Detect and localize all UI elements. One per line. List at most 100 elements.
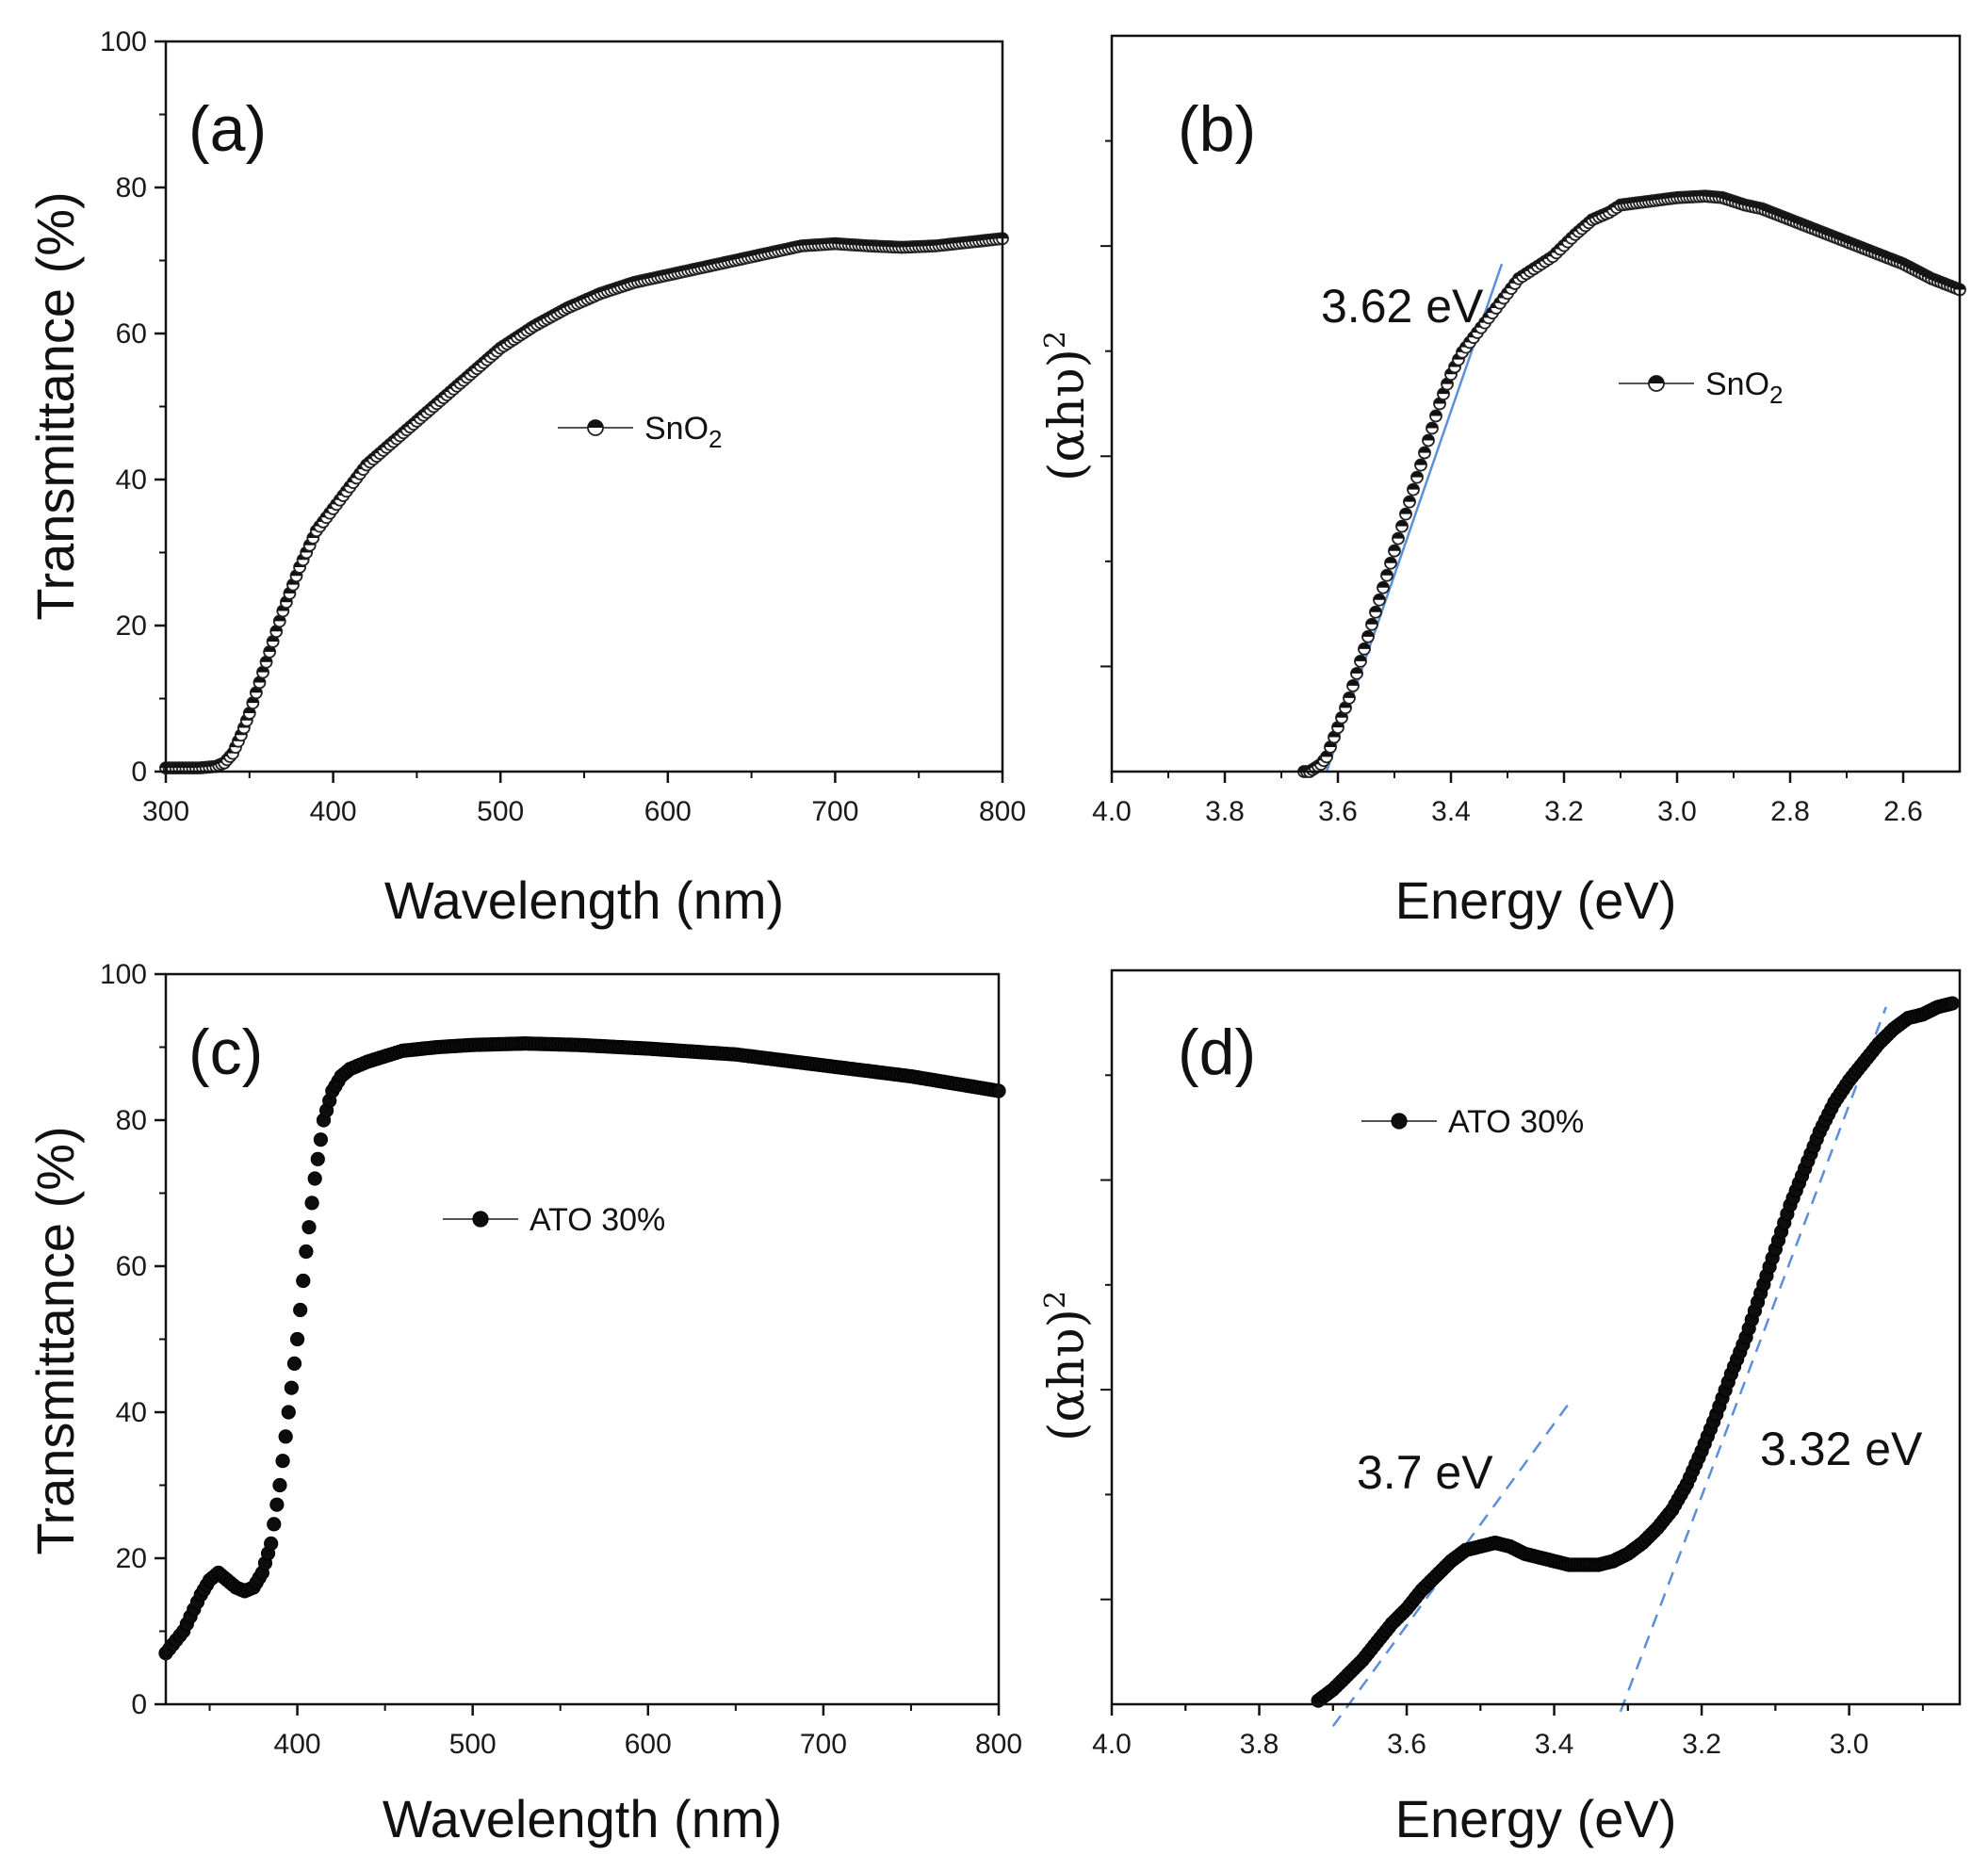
legend-marker-b — [1648, 375, 1665, 392]
panel-c: 400 500 600 700 800 0 20 40 60 80 100 (c) Waveleng… — [25, 959, 1022, 1848]
legend-sub-b: 2 — [1769, 381, 1783, 409]
data-point-b-0-12 — [1335, 710, 1348, 724]
x-tick-label-a-4: 700 — [811, 796, 858, 827]
data-point-b-0-21 — [1369, 605, 1382, 619]
x-axis-label-a: Wavelength (nm) — [384, 870, 784, 930]
y-tick-label-c-0: 0 — [131, 1689, 147, 1720]
legend-marker-c — [472, 1211, 489, 1228]
x-tick-label-d-4: 3.2 — [1682, 1729, 1721, 1760]
ticks-b: 4.0 3.8 3.6 3.4 3.2 3.0 2.8 2.6 — [1092, 139, 1923, 827]
data-point-c-0-50 — [310, 1151, 325, 1166]
data-point-c-0-44 — [293, 1302, 308, 1318]
x-axis-label-b: Energy (eV) — [1395, 870, 1677, 930]
x-tick-label-c-1: 500 — [449, 1729, 497, 1760]
data-point-b-0-20 — [1365, 617, 1378, 631]
ticks-a: 300 400 500 600 700 800 0 20 40 60 80 100 — [100, 26, 1026, 827]
y-tick-label-c-4: 80 — [116, 1105, 147, 1136]
data-point-b-0-30 — [1403, 495, 1416, 509]
legend-main-c: ATO 30% — [530, 1202, 665, 1238]
y-axis-label-b: (αhυ)2 — [1039, 331, 1096, 481]
axes-frame-a — [164, 40, 1004, 773]
data-point-d-0-215 — [1945, 996, 1960, 1011]
y-tick-label-a-2: 40 — [116, 464, 147, 496]
x-axis-label-c: Wavelength (nm) — [383, 1789, 782, 1848]
panel-a: 300 400 500 600 700 800 0 20 40 60 80 100 (a) Wavel… — [25, 26, 1026, 930]
panel-label-d: (d) — [1178, 1017, 1256, 1088]
data-point-b-0-29 — [1399, 507, 1412, 521]
x-tick-label-a-1: 400 — [310, 796, 357, 827]
legend-c: ATO 30% — [443, 1202, 665, 1238]
x-tick-label-b-4: 3.2 — [1544, 796, 1584, 827]
data-point-b-0-15 — [1346, 678, 1360, 692]
x-tick-label-d-1: 3.8 — [1240, 1729, 1279, 1760]
annotation-b-0: 3.62 eV — [1321, 280, 1484, 333]
x-tick-label-b-2: 3.6 — [1318, 796, 1358, 827]
legend-marker-d — [1391, 1113, 1408, 1130]
y-tick-label-c-1: 20 — [116, 1543, 147, 1574]
data-point-b-0-22 — [1373, 593, 1386, 607]
legend-label-d: ATO 30% — [1448, 1104, 1584, 1140]
x-tick-label-a-0: 300 — [142, 796, 189, 827]
data-point-b-0-9 — [1324, 740, 1337, 754]
data-point-c-0-40 — [281, 1405, 296, 1420]
y-tick-label-a-3: 60 — [116, 318, 147, 350]
data-point-c-0-39 — [278, 1429, 293, 1444]
legend-d: ATO 30% — [1361, 1104, 1584, 1140]
x-tick-label-c-2: 600 — [625, 1729, 672, 1760]
y-tick-label-a-5: 100 — [100, 26, 147, 57]
y-axis-label-sup-d: 2 — [1039, 1291, 1072, 1309]
panel-b: 4.0 3.8 3.6 3.4 3.2 3.0 2.8 2.6 (b) Energy (eV)… — [1039, 34, 1966, 930]
plot-area-d — [1311, 996, 1960, 1728]
panel-d: 4.0 3.8 3.6 3.4 3.2 3.0 (d) Energy (eV) (αhυ)… — [1039, 968, 1962, 1848]
legend-symbol-c — [472, 1211, 489, 1228]
y-tick-label-c-3: 60 — [116, 1251, 147, 1282]
annotation-d-0: 3.7 eV — [1357, 1446, 1493, 1499]
legend-main-b: SnO — [1705, 366, 1769, 402]
plot-area-a — [159, 232, 1009, 775]
data-point-b-0-17 — [1354, 654, 1367, 668]
legend-main-a: SnO — [644, 411, 709, 447]
legend-symbol-b — [1648, 375, 1665, 392]
data-point-c-0-45 — [296, 1273, 311, 1289]
x-tick-label-b-0: 4.0 — [1092, 796, 1132, 827]
data-point-c-0-37 — [272, 1477, 287, 1493]
legend-symbol-a — [587, 419, 604, 436]
data-point-b-0-25 — [1384, 556, 1397, 570]
ticks-d: 4.0 3.8 3.6 3.4 3.2 3.0 — [1092, 1074, 1924, 1760]
data-point-c-0-49 — [307, 1171, 322, 1186]
legend-main-d: ATO 30% — [1448, 1104, 1584, 1140]
x-tick-label-d-3: 3.4 — [1535, 1729, 1574, 1760]
data-point-b-0-36 — [1426, 421, 1439, 435]
x-tick-label-b-6: 2.8 — [1770, 796, 1810, 827]
data-point-c-0-38 — [275, 1454, 290, 1469]
y-axis-label-d: (αhυ)2 — [1039, 1291, 1096, 1441]
data-point-c-0-34 — [264, 1536, 279, 1552]
legend-sub-a: 2 — [709, 425, 722, 453]
data-point-c-0-35 — [267, 1517, 282, 1532]
data-point-c-0-48 — [304, 1196, 319, 1211]
panel-label-b: (b) — [1178, 93, 1256, 165]
y-axis-label-main-b: (αhυ) — [1039, 349, 1096, 481]
x-tick-label-b-7: 2.6 — [1883, 796, 1923, 827]
data-point-b-0-14 — [1343, 691, 1356, 705]
x-axis-label-d: Energy (eV) — [1395, 1789, 1677, 1848]
y-tick-label-c-2: 40 — [116, 1397, 147, 1428]
data-point-b-0-18 — [1358, 642, 1371, 656]
x-tick-label-d-0: 4.0 — [1092, 1729, 1132, 1760]
legend-b: SnO2 — [1619, 366, 1784, 409]
legend-label-c: ATO 30% — [530, 1202, 665, 1238]
fit-line-d-1 — [1619, 1006, 1887, 1713]
plot-area-b — [1297, 189, 1966, 778]
y-tick-label-a-0: 0 — [131, 757, 147, 788]
data-point-b-0-31 — [1407, 482, 1420, 496]
plot-area-c — [158, 1036, 1006, 1661]
data-point-c-0-47 — [301, 1220, 317, 1235]
ticks-c: 400 500 600 700 800 0 20 40 60 80 100 — [100, 959, 1022, 1760]
y-axis-label-sup-b: 2 — [1039, 331, 1072, 349]
axes-frame-d — [1110, 968, 1962, 1706]
x-tick-label-a-5: 800 — [979, 796, 1026, 827]
data-point-c-0-43 — [289, 1331, 305, 1347]
axes-frame-b — [1110, 34, 1962, 773]
panel-label-a: (a) — [188, 93, 267, 165]
